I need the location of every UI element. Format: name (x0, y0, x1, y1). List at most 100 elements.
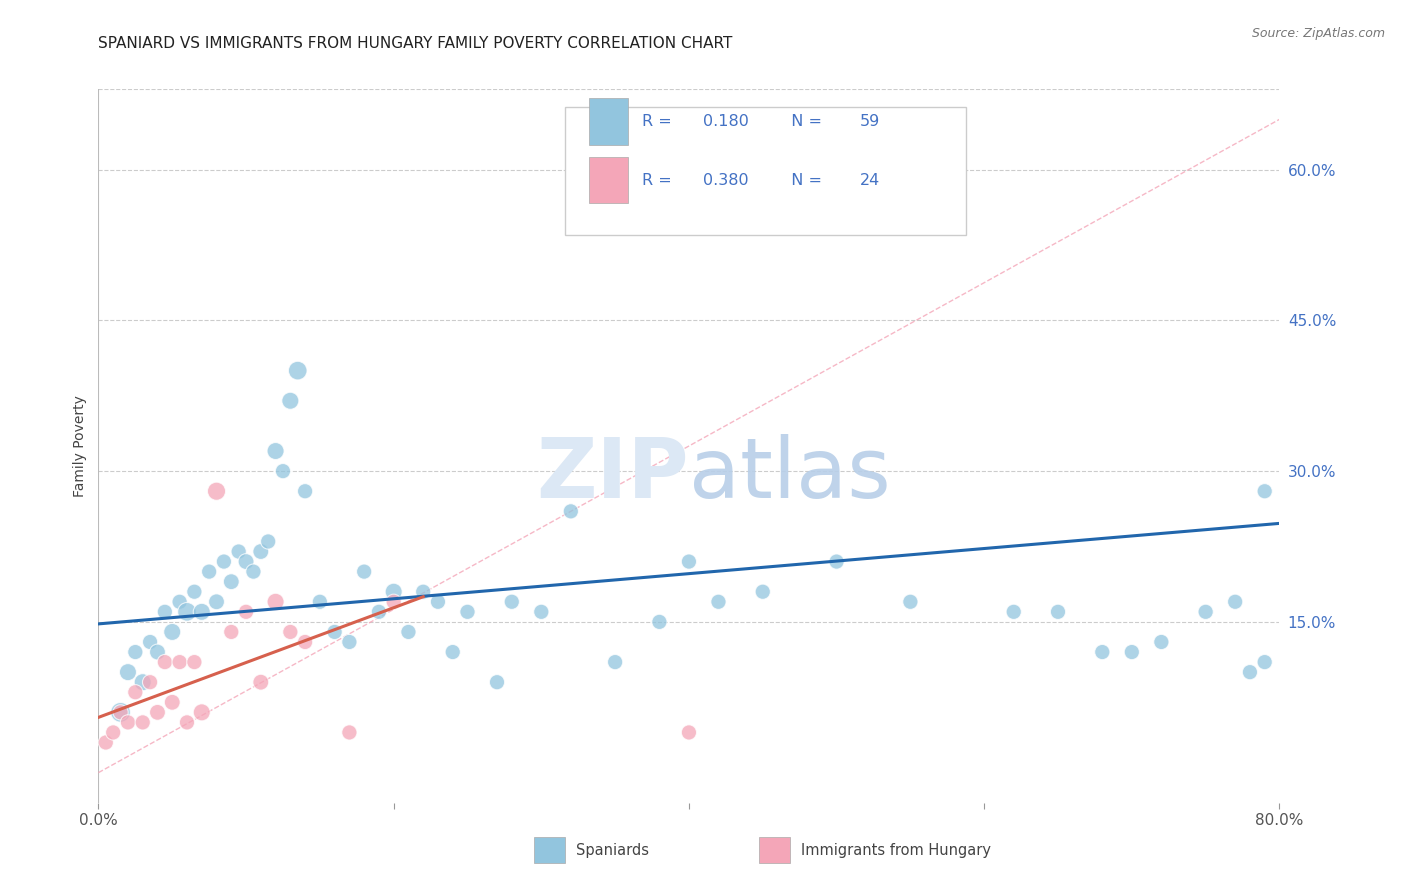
Text: Immigrants from Hungary: Immigrants from Hungary (801, 843, 991, 857)
Point (501, 595, 523, 609)
Point (412, 584, 434, 599)
Point (353, 565, 375, 579)
Point (427, 595, 450, 609)
Point (146, 706, 169, 720)
Point (183, 655, 205, 669)
Point (294, 484, 316, 499)
Point (169, 655, 191, 669)
Point (228, 544, 250, 558)
FancyBboxPatch shape (589, 157, 627, 203)
Point (162, 695, 183, 709)
Point (271, 464, 294, 478)
Point (1195, 605, 1218, 619)
Y-axis label: Family Poverty: Family Poverty (73, 395, 87, 497)
Point (1239, 665, 1261, 680)
Point (235, 555, 257, 569)
Text: N =: N = (782, 114, 827, 129)
Point (1223, 595, 1246, 609)
Point (530, 605, 553, 619)
Point (486, 675, 509, 690)
FancyBboxPatch shape (589, 98, 627, 145)
Point (132, 675, 155, 690)
Text: 24: 24 (860, 173, 880, 187)
Point (1254, 655, 1277, 669)
Point (191, 706, 214, 720)
Point (323, 624, 346, 639)
Point (139, 635, 162, 649)
Point (153, 605, 176, 619)
Point (648, 615, 671, 629)
Point (250, 675, 273, 690)
Point (678, 555, 700, 569)
Text: Source: ZipAtlas.com: Source: ZipAtlas.com (1251, 27, 1385, 40)
Point (191, 605, 214, 619)
Point (146, 645, 169, 659)
Point (250, 544, 273, 558)
Point (396, 624, 419, 639)
Point (278, 624, 302, 639)
Point (205, 595, 228, 609)
Point (1046, 605, 1069, 619)
Point (176, 605, 198, 619)
Point (339, 725, 360, 739)
Text: R =: R = (641, 114, 676, 129)
Point (1150, 635, 1173, 649)
Text: Spaniards: Spaniards (576, 843, 650, 857)
Point (103, 725, 125, 739)
Point (153, 655, 176, 669)
Text: R =: R = (641, 173, 676, 187)
Point (235, 605, 257, 619)
Point (560, 504, 582, 518)
Point (287, 363, 309, 377)
Point (176, 715, 198, 730)
Point (264, 595, 287, 609)
Point (339, 635, 360, 649)
Point (456, 605, 478, 619)
Point (382, 584, 405, 599)
Text: N =: N = (782, 173, 827, 187)
Point (242, 565, 264, 579)
Point (257, 534, 280, 549)
Point (678, 725, 700, 739)
Text: SPANIARD VS IMMIGRANTS FROM HUNGARY FAMILY POVERTY CORRELATION CHART: SPANIARD VS IMMIGRANTS FROM HUNGARY FAMI… (98, 36, 733, 51)
Point (117, 715, 139, 730)
Text: 59: 59 (860, 114, 880, 129)
Text: 0.380: 0.380 (703, 173, 749, 187)
FancyBboxPatch shape (565, 107, 966, 235)
Point (132, 715, 155, 730)
Text: ZIP: ZIP (537, 434, 689, 515)
Point (441, 645, 464, 659)
Point (1091, 645, 1114, 659)
Point (751, 584, 773, 599)
Point (294, 635, 316, 649)
Point (117, 665, 139, 680)
Point (219, 574, 242, 589)
Point (943, 183, 966, 197)
Point (212, 555, 235, 569)
Point (825, 555, 848, 569)
Point (183, 584, 205, 599)
Point (110, 706, 132, 720)
Point (169, 595, 191, 609)
Text: 0.180: 0.180 (703, 114, 749, 129)
Point (124, 685, 146, 699)
Point (205, 484, 228, 499)
Point (198, 565, 221, 579)
Point (900, 595, 922, 609)
Point (162, 624, 183, 639)
Text: atlas: atlas (689, 434, 890, 515)
Point (110, 706, 132, 720)
Point (124, 645, 146, 659)
Point (1254, 484, 1277, 499)
Point (264, 444, 287, 458)
Point (94, 735, 117, 749)
Point (309, 595, 332, 609)
Point (1121, 645, 1143, 659)
Point (1002, 605, 1025, 619)
Point (605, 655, 627, 669)
Point (139, 675, 162, 690)
Point (219, 624, 242, 639)
Point (278, 393, 302, 408)
Point (382, 595, 405, 609)
Point (707, 595, 730, 609)
